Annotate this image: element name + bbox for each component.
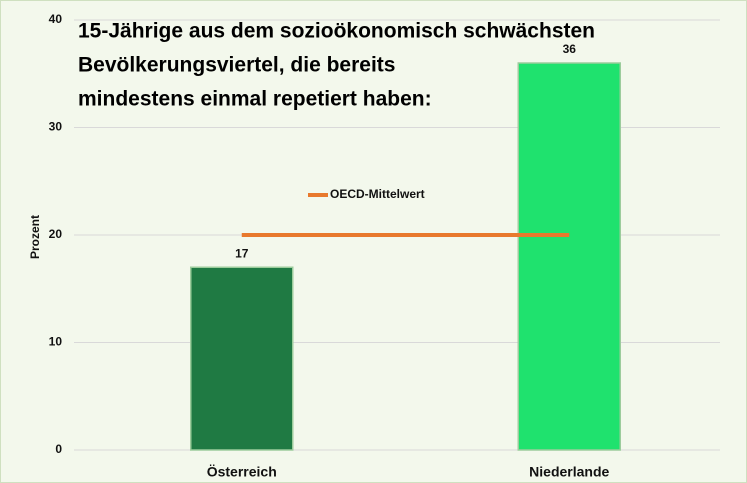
y-axis-label: Prozent <box>28 215 42 259</box>
y-tick-label: 10 <box>49 335 63 349</box>
bar <box>517 62 621 451</box>
y-tick-label: 40 <box>49 12 63 26</box>
bar <box>190 266 294 451</box>
y-tick-label: 0 <box>55 442 62 456</box>
x-tick-label: Österreich <box>207 464 277 480</box>
legend-label: OECD-Mittelwert <box>330 187 425 201</box>
chart-title: 15-Jährige aus dem sozioökonomisch schwä… <box>78 20 595 43</box>
y-tick-label: 20 <box>49 227 63 241</box>
chart-title: Bevölkerungsviertel, die bereits <box>78 54 395 77</box>
chart-title: mindestens einmal repetiert haben: <box>78 88 432 111</box>
value-label: 36 <box>563 42 577 56</box>
value-label: 17 <box>235 246 249 260</box>
x-tick-label: Niederlande <box>529 464 609 480</box>
y-tick-label: 30 <box>49 120 63 134</box>
